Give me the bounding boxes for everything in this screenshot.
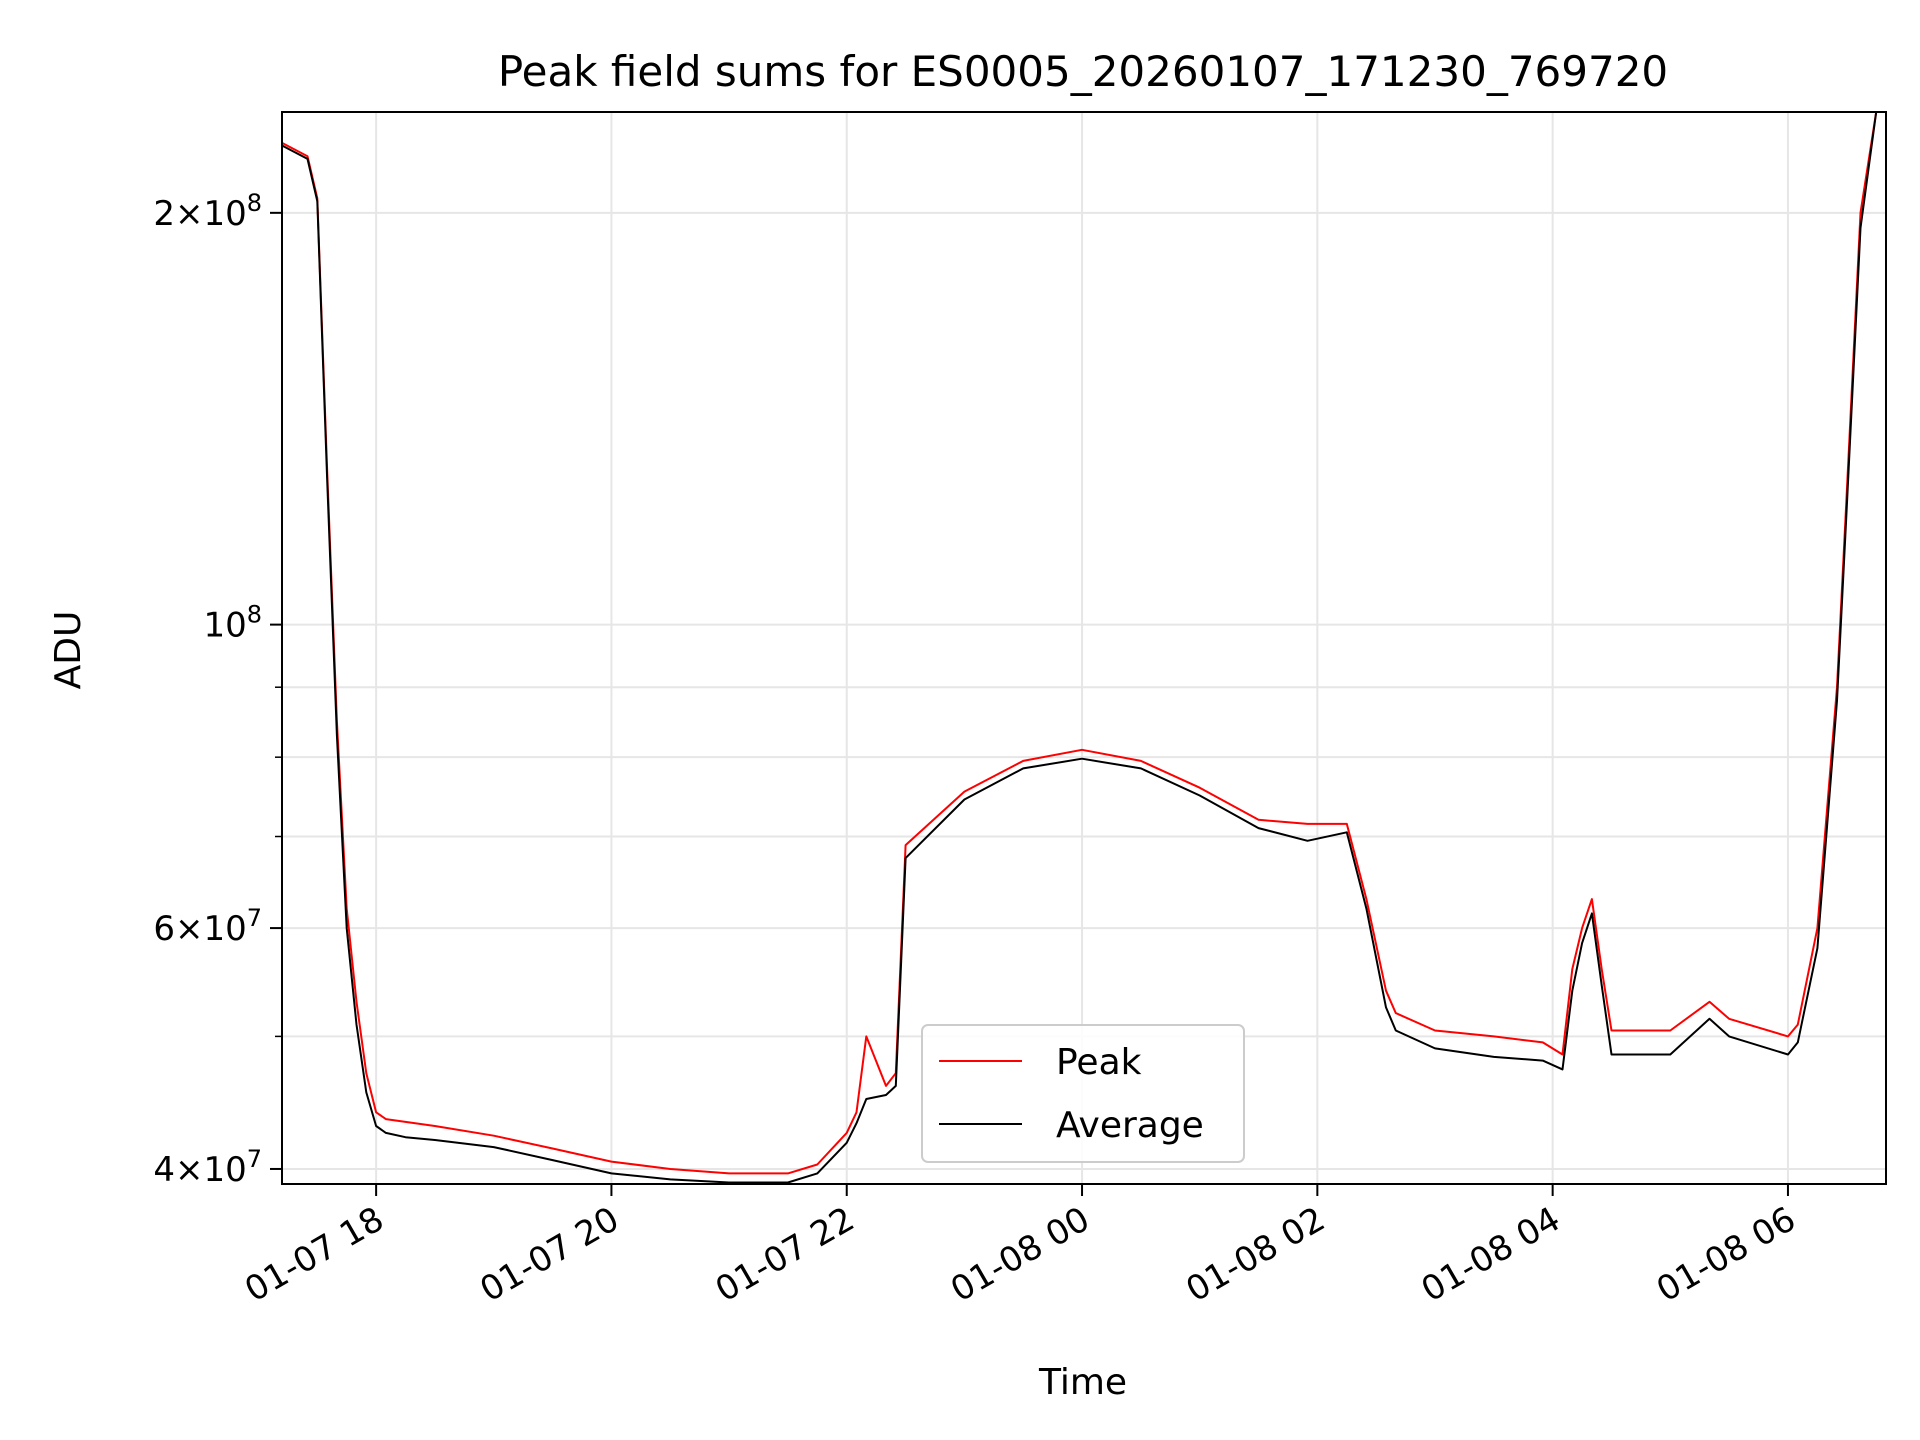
grid bbox=[282, 112, 1886, 1184]
y-axis: 4×107 6×107 108 2×108 bbox=[153, 189, 282, 1190]
y-tick-label: 6×107 bbox=[153, 904, 262, 949]
y-axis-label: ADU bbox=[48, 611, 89, 690]
plot-frame bbox=[281, 111, 1887, 1185]
legend-box bbox=[921, 1024, 1245, 1163]
y-tick-label: 4×107 bbox=[153, 1145, 262, 1190]
series-peak-line bbox=[281, 111, 1886, 1175]
y-tick-label: 108 bbox=[203, 601, 262, 646]
chart-title: Peak field sums for ES0005_20260107_1712… bbox=[498, 47, 1668, 96]
legend-label-peak: Peak bbox=[1056, 1042, 1142, 1083]
x-axis-label: Time bbox=[1038, 1362, 1127, 1403]
plot-area bbox=[281, 111, 1886, 1184]
series-average-line bbox=[281, 111, 1886, 1184]
y-tick-label: 2×108 bbox=[153, 189, 262, 234]
legend-label-average: Average bbox=[1056, 1105, 1204, 1146]
legend: Peak Average bbox=[921, 1024, 1245, 1163]
